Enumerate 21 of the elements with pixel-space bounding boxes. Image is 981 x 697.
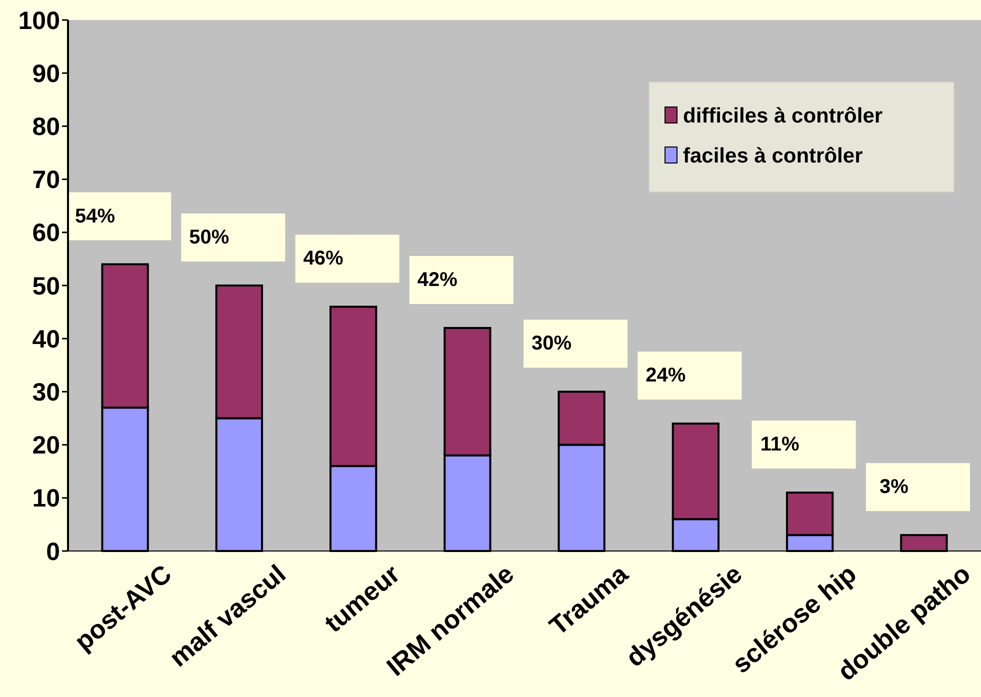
legend-label: faciles à contrôler <box>683 144 863 168</box>
y-tick-label: 30 <box>32 378 60 406</box>
total-label: 24% <box>646 364 686 387</box>
total-label: 42% <box>417 268 458 291</box>
y-tick-label: 10 <box>32 484 60 513</box>
total-label: 46% <box>303 248 344 270</box>
total-label: 30% <box>532 332 572 355</box>
y-tick-label: 20 <box>32 432 60 460</box>
y-tick-label: 80 <box>32 112 60 141</box>
y-tick-label: 50 <box>32 272 60 300</box>
total-label: 50% <box>189 226 230 248</box>
total-label: 11% <box>760 434 800 456</box>
y-tick-label: 70 <box>32 166 60 194</box>
legend-label: difficiles à contrôler <box>683 104 883 128</box>
y-tick-label: 90 <box>32 60 60 88</box>
total-label: 3% <box>879 476 909 498</box>
total-label: 54% <box>75 205 116 228</box>
y-tick-label: 60 <box>32 219 60 248</box>
y-tick-label: 40 <box>32 325 60 354</box>
y-tick-label: 0 <box>46 538 60 566</box>
y-tick-label: 100 <box>18 6 60 35</box>
